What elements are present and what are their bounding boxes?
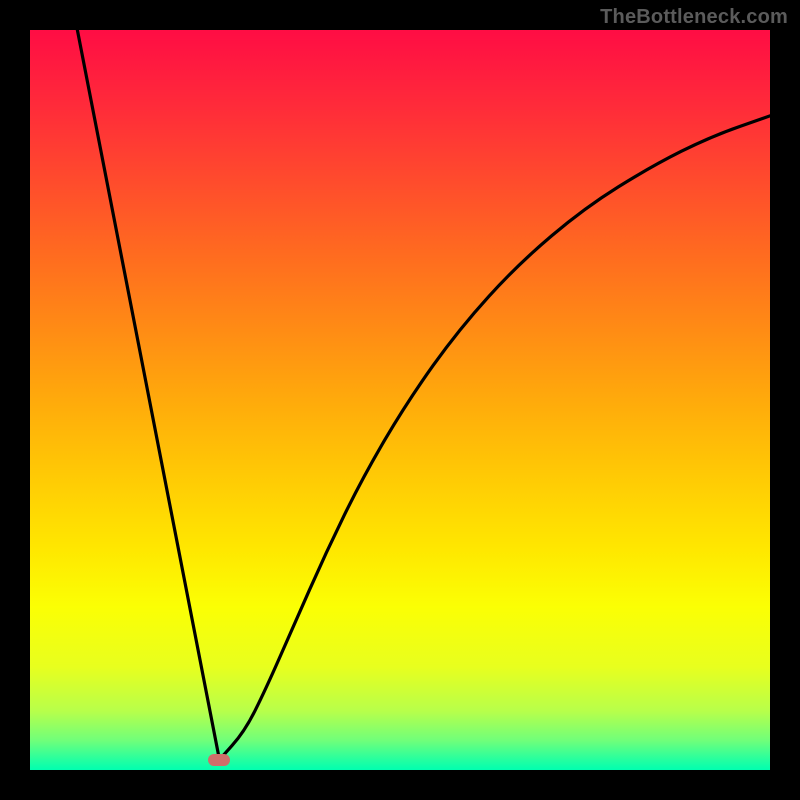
optimum-marker — [208, 754, 230, 766]
bottleneck-curve — [30, 30, 770, 770]
chart-frame: TheBottleneck.com — [0, 0, 800, 800]
plot-area — [30, 30, 770, 770]
watermark-label: TheBottleneck.com — [600, 6, 788, 29]
